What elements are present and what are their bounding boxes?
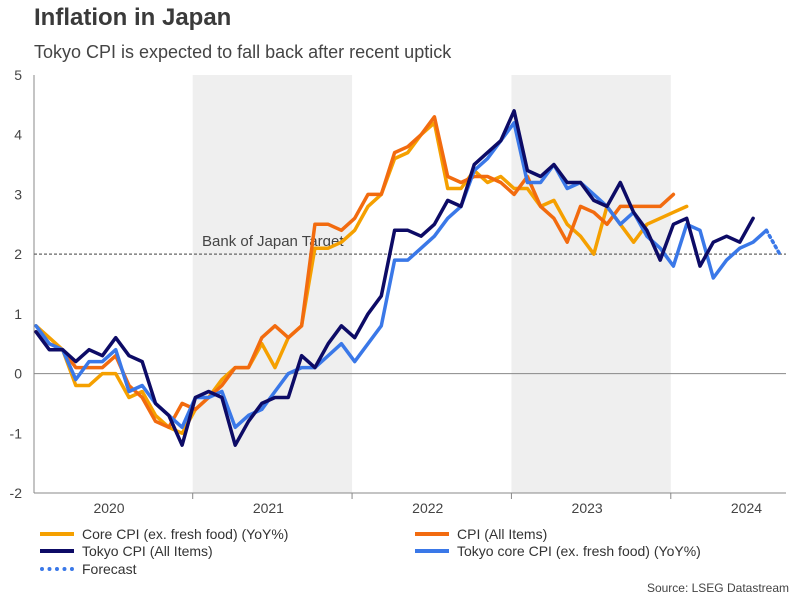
y-tick-label: 4 [14, 127, 22, 143]
legend-item-forecast: Forecast [40, 561, 136, 577]
series-line-0 [34, 121, 689, 436]
chart-subtitle: Tokyo CPI is expected to fall back after… [34, 42, 452, 62]
legend-label-forecast: Forecast [82, 561, 137, 577]
y-tick-label: 5 [14, 67, 22, 83]
legend-swatch-core-cpi [40, 532, 74, 536]
source-note: Source: LSEG Datastream [646, 581, 789, 595]
x-tick-label: 2024 [731, 500, 762, 516]
legend-swatch-cpi-all [415, 532, 449, 536]
y-tick-label: -1 [10, 425, 23, 441]
y-tick-label: 0 [14, 366, 22, 382]
x-tick-label: 2023 [572, 500, 603, 516]
series-line-4 [764, 228, 782, 256]
y-tick-label: 1 [14, 306, 22, 322]
x-tick-label: 2022 [412, 500, 443, 516]
legend-item-cpi-all: CPI (All Items) [415, 526, 547, 542]
legend-label-cpi-all: CPI (All Items) [457, 526, 548, 542]
y-tick-label: -2 [10, 485, 23, 501]
y-tick-label: 3 [14, 186, 22, 202]
series-line-2 [34, 109, 755, 447]
legend-item-tokyo-cpi: Tokyo CPI (All Items) [40, 543, 213, 559]
legend-label-tokyo-core: Tokyo core CPI (ex. fresh food) (YoY%) [457, 543, 701, 559]
series-line-1 [34, 115, 676, 430]
legend-item-tokyo-core: Tokyo core CPI (ex. fresh food) (YoY%) [415, 543, 701, 559]
shaded-year-2021 [192, 75, 353, 493]
y-tick-label: 2 [14, 246, 22, 262]
shaded-year-2023 [511, 75, 671, 493]
legend-swatch-tokyo-core [415, 549, 449, 553]
legend-label-tokyo-cpi: Tokyo CPI (All Items) [82, 543, 213, 559]
x-tick-label: 2020 [93, 500, 124, 516]
chart-title: Inflation in Japan [34, 4, 232, 31]
legend-item-core-cpi: Core CPI (ex. fresh food) (YoY%) [40, 526, 288, 542]
x-tick-label: 2021 [253, 500, 284, 516]
legend-label-core-cpi: Core CPI (ex. fresh food) (YoY%) [82, 526, 289, 542]
reference-line-label: Bank of Japan Target [202, 233, 344, 250]
legend-swatch-forecast [40, 567, 74, 571]
legend-swatch-tokyo-cpi [40, 549, 74, 553]
